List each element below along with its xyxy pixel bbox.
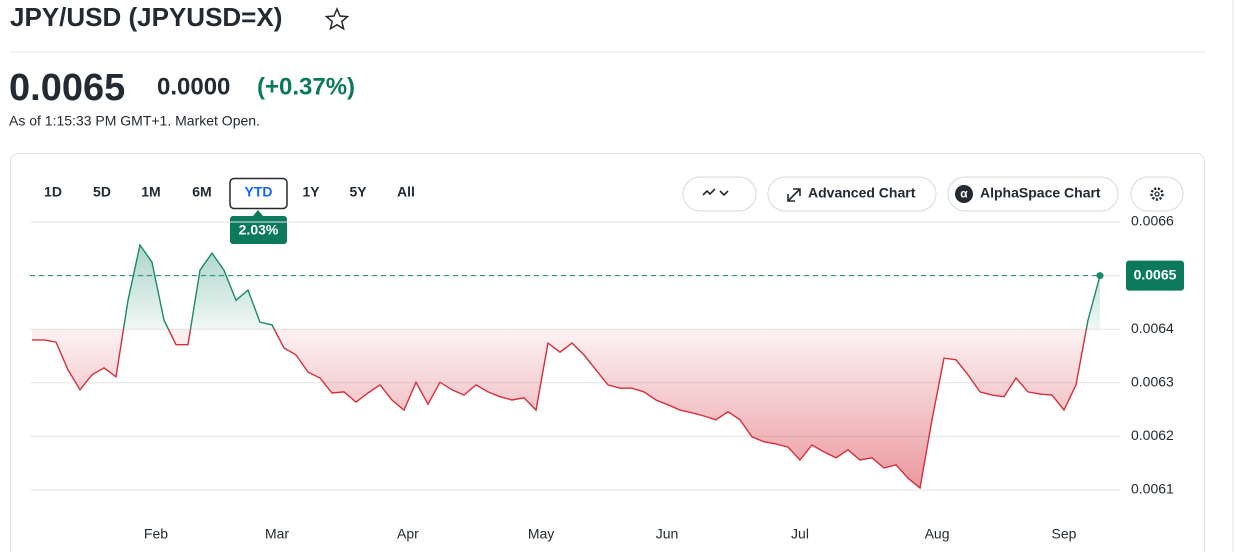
alphaspace-chart-button[interactable] <box>947 176 1119 212</box>
badge-pointer <box>253 210 263 216</box>
range-tab[interactable]: 1Y <box>302 184 320 200</box>
alphaspace-chart-label: AlphaSpace Chart <box>980 185 1101 201</box>
y-tick-label: 0.0061 <box>1131 481 1174 497</box>
x-tick-label: Sep <box>1052 526 1077 542</box>
area-fill <box>32 245 1100 488</box>
range-tab[interactable]: 6M <box>192 184 211 200</box>
settings-icon <box>1150 187 1164 201</box>
watchlist-star[interactable] <box>324 7 350 31</box>
advanced-chart-label: Advanced Chart <box>808 185 916 201</box>
x-tick-label: Mar <box>265 526 289 542</box>
y-tick-label: 0.0064 <box>1131 320 1174 336</box>
x-tick-label: Feb <box>144 526 168 542</box>
y-tick-label: 0.0063 <box>1131 374 1174 390</box>
range-change-badge <box>230 216 287 244</box>
range-tab[interactable]: 1M <box>141 184 160 200</box>
last-price-badge <box>1126 260 1184 291</box>
range-tab[interactable]: 1D <box>44 184 62 200</box>
alphaspace-icon <box>955 185 973 203</box>
x-tick-label: May <box>528 526 554 542</box>
y-tick-label: 0.0062 <box>1131 427 1174 443</box>
last-point <box>1096 272 1104 280</box>
range-tab[interactable]: All <box>397 184 415 200</box>
x-tick-label: Jun <box>656 526 679 542</box>
x-tick-label: Aug <box>925 526 950 542</box>
last-price-label: 0.0065 <box>1134 266 1177 282</box>
range-tab[interactable]: 5D <box>93 184 111 200</box>
range-change: 2.03% <box>239 222 279 238</box>
range-tab[interactable]: 5Y <box>349 184 367 200</box>
price: 0.0065 <box>9 67 125 109</box>
chart-card <box>10 153 1205 552</box>
settings-button[interactable] <box>1130 176 1184 212</box>
price-chart: 0.0066 0.0065 0.0064 0.0063 0.0062 0.0061 Feb M… <box>30 213 1184 542</box>
timestamp: As of 1:15:33 PM GMT+1. Market Open. <box>9 113 260 129</box>
y-tick-label: 0.0066 <box>1131 213 1174 229</box>
settings-icon-center <box>1154 191 1160 197</box>
x-tick-label: Apr <box>397 526 419 542</box>
price-line <box>32 243 1101 490</box>
price-change-percent: (+0.37%) <box>257 73 355 100</box>
x-tick-label: Jul <box>791 526 809 542</box>
alphaspace-icon-glyph: α <box>960 187 968 201</box>
price-change: 0.0000 <box>157 73 230 100</box>
chart-type-icon <box>702 188 729 197</box>
chart-type-button[interactable] <box>682 176 757 212</box>
selected-tab-box <box>229 177 288 210</box>
range-tab[interactable]: YTD <box>245 184 273 200</box>
page-title: JPY/USD (JPYUSD=X) <box>10 2 282 32</box>
advanced-chart-button[interactable] <box>767 176 937 212</box>
expand-icon <box>787 188 801 202</box>
